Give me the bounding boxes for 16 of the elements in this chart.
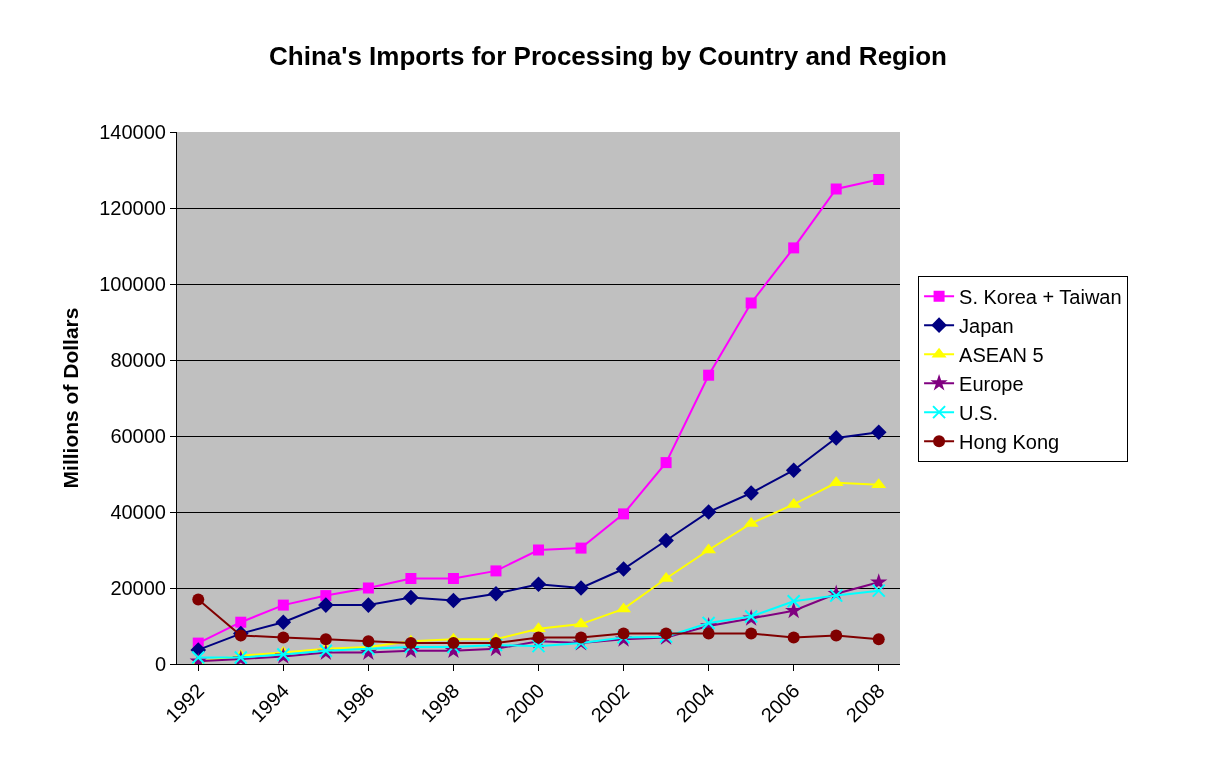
y-tick-label: 40000 [110, 501, 166, 523]
legend-label: Europe [959, 372, 1024, 395]
y-tick-label: 100000 [99, 273, 166, 295]
legend-label: U.S. [959, 401, 998, 424]
y-tick-label: 80000 [110, 349, 166, 371]
chart-title: China's Imports for Processing by Country and Region [269, 40, 947, 71]
legend-label: Japan [959, 314, 1014, 337]
y-tick-label: 120000 [99, 197, 166, 219]
legend-label: ASEAN 5 [959, 343, 1044, 366]
y-tick-label: 60000 [110, 425, 166, 447]
y-tick-label: 140000 [99, 121, 166, 143]
y-tick-label: 0 [154, 653, 166, 675]
y-tick-label: 20000 [110, 577, 166, 599]
legend-label: S. Korea + Taiwan [959, 285, 1122, 308]
legend-label: Hong Kong [959, 430, 1060, 453]
y-axis-title: Millions of Dollars [59, 307, 83, 489]
